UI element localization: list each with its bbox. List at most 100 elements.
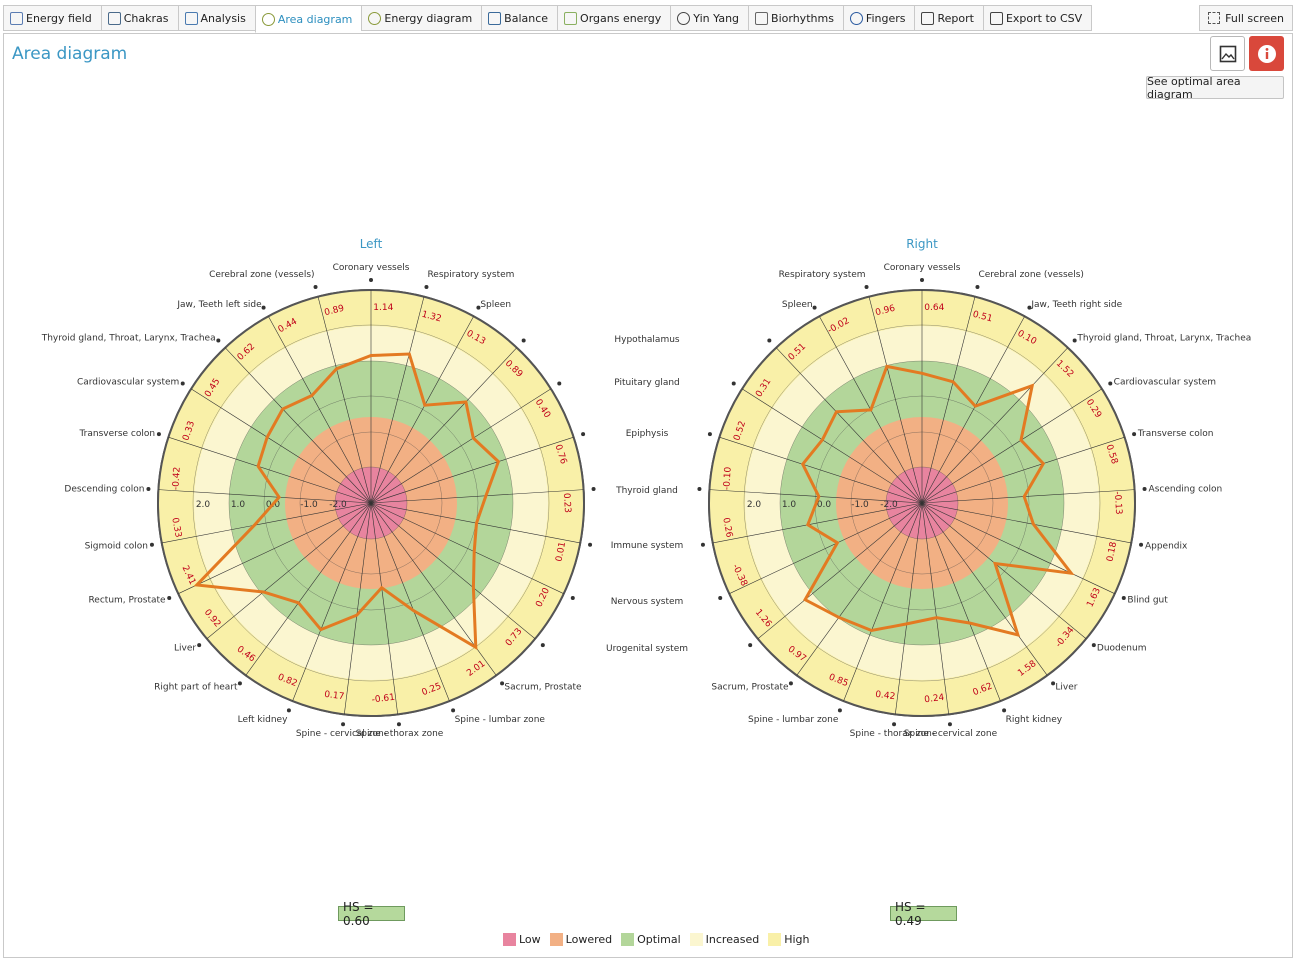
axis-label: Jaw, Teeth right side	[1030, 300, 1122, 310]
legend: Low Lowered Optimal Increased High	[503, 933, 810, 946]
tab-energy-diagram[interactable]: Energy diagram	[361, 5, 482, 31]
axis-label: Liver	[174, 644, 196, 654]
axis-label: Ascending colon	[1149, 485, 1223, 495]
info-icon	[1257, 44, 1276, 63]
value-label: 0.26	[720, 517, 734, 539]
axis-label: Left kidney	[238, 715, 288, 725]
axis-dot	[718, 595, 723, 600]
tab-biorhythms[interactable]: Biorhythms	[748, 5, 843, 31]
legend-item: Increased	[689, 933, 760, 946]
tab-balance[interactable]: Balance	[481, 5, 558, 31]
axis-label: Rectum, Prostate	[88, 596, 166, 606]
spoke	[370, 489, 584, 504]
axis-label: Descending colon	[64, 485, 144, 495]
middle-label: Urogenital system	[606, 644, 688, 654]
hs-right: HS = 0.49	[890, 900, 957, 928]
tab-printer[interactable]: Report	[914, 5, 983, 31]
value-label: -0.42	[171, 467, 182, 491]
middle-label: Hypothalamus	[614, 335, 680, 345]
axis-dot	[197, 643, 202, 648]
legend-item: High	[768, 933, 810, 946]
legend-swatch	[549, 933, 563, 946]
axis-dot	[216, 338, 221, 343]
axis-dot	[476, 305, 481, 310]
axis-dot	[424, 285, 429, 290]
axis-dot	[837, 708, 842, 713]
tab-chakras[interactable]: Chakras	[100, 5, 178, 31]
axis-dot	[1002, 708, 1007, 713]
export-icon	[989, 11, 1003, 25]
legend-label: Increased	[705, 933, 760, 946]
tab-fingers[interactable]: Fingers	[842, 5, 915, 31]
spoke	[719, 436, 923, 504]
spoke	[921, 296, 976, 504]
legend-label: Optimal	[637, 933, 681, 946]
axis-dot	[1132, 432, 1137, 437]
axis-dot	[1051, 681, 1056, 686]
tab-label: Energy field	[26, 11, 92, 25]
spoke	[370, 502, 398, 715]
tab-label: Organs energy	[580, 11, 662, 25]
value-label: 0.42	[875, 690, 896, 702]
tab-organs-energy[interactable]: Organs energy	[557, 5, 671, 31]
tab-label: Report	[937, 11, 974, 25]
scale-label: -1.0	[851, 500, 869, 510]
axis-dot	[731, 381, 736, 386]
tab-analysis[interactable]: Analysis	[177, 5, 255, 31]
axis-label: Spine - cervical zone	[296, 729, 390, 739]
spoke	[712, 502, 923, 544]
tab-yin-yang[interactable]: Yin Yang	[670, 5, 749, 31]
axis-dot	[700, 542, 705, 547]
middle-label: Pituitary gland	[614, 378, 680, 388]
axis-label: Coronary vessels	[333, 263, 410, 273]
fullscreen-icon	[1208, 12, 1221, 24]
axis-label: Liver	[1055, 683, 1077, 693]
spoke	[178, 502, 372, 594]
axis-label: Cardiovascular system	[77, 377, 179, 387]
fullscreen-button[interactable]: Full screen	[1199, 5, 1293, 31]
tab-area-diagram[interactable]: Area diagram	[254, 5, 362, 33]
tab-label: Chakras	[123, 11, 169, 25]
axis-dot	[451, 708, 456, 713]
optimal-area-diagram-button[interactable]: See optimal area diagram	[1146, 75, 1284, 101]
tab-energy-field[interactable]: Energy field	[3, 5, 101, 31]
scale-label: -1.0	[300, 500, 318, 510]
chart-title: Left	[360, 237, 383, 251]
value-label: 0.23	[561, 493, 572, 514]
legend-swatch	[689, 933, 703, 946]
middle-label: Thyroid gland	[616, 486, 678, 496]
value-label: -0.13	[1112, 491, 1123, 515]
axis-dot	[707, 432, 712, 437]
axis-dot	[286, 708, 291, 713]
axis-label: Sacrum, Prostate	[711, 683, 789, 693]
axis-label: Coronary vessels	[884, 263, 961, 273]
save-image-button[interactable]	[1210, 36, 1245, 71]
chart-title: Right	[906, 237, 938, 251]
spoke	[158, 489, 372, 504]
spoke	[245, 502, 372, 676]
axis-dot	[341, 722, 346, 727]
spoke	[921, 502, 1132, 544]
value-label: 0.18	[1106, 541, 1120, 563]
spoke	[190, 388, 372, 504]
middle-label: Nervous system	[610, 597, 684, 607]
axis-dot	[975, 285, 980, 290]
tab-label: Yin Yang	[693, 11, 740, 25]
axis-dot	[812, 305, 817, 310]
axis-dot	[540, 643, 545, 648]
spoke	[729, 502, 923, 594]
axis-dot	[697, 486, 702, 491]
printer-icon	[921, 11, 935, 25]
spoke	[895, 502, 923, 715]
info-button[interactable]	[1249, 36, 1284, 71]
spoke	[709, 489, 923, 504]
axis-dot	[588, 542, 593, 547]
axis-dot	[557, 381, 562, 386]
axis-label: Jaw, Teeth left side	[176, 300, 262, 310]
tab-export[interactable]: Export to CSV	[982, 5, 1093, 31]
legend-label: Low	[519, 933, 541, 946]
spoke	[168, 436, 372, 504]
spoke	[921, 502, 1048, 676]
spoke	[370, 502, 450, 702]
axis-label: Right part of heart	[154, 683, 238, 693]
